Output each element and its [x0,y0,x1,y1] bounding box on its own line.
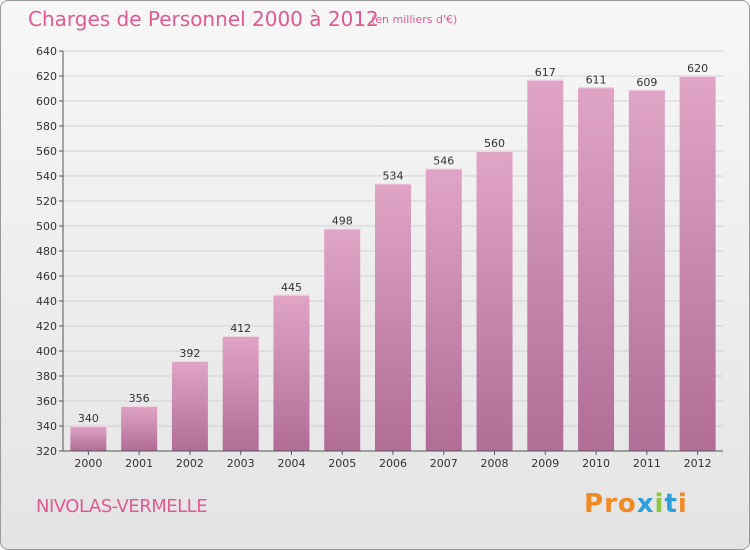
x-tick-label: 2011 [633,457,661,470]
logo-letter: i [677,489,688,519]
chart-subtitle: (en milliers d'€) [371,13,458,26]
logo-letter: x [636,489,655,519]
x-tick-label: 2002 [176,457,204,470]
bar [527,79,564,451]
bar [121,406,158,451]
data-label: 412 [230,322,251,335]
bar [70,426,107,451]
logo-letter: t [664,489,678,519]
data-label: 546 [433,155,454,168]
y-tick-label: 360 [36,395,57,408]
bar [324,228,361,451]
y-axis-ticks: 320 340 360 380 400 420 440 460 480 500 520 540 560 5… [36,45,63,458]
data-label: 611 [586,73,607,86]
bar [375,183,411,451]
y-tick-label: 480 [36,245,57,258]
y-tick-label: 600 [36,95,57,108]
y-tick-label: 640 [36,45,57,58]
bar [578,87,615,451]
y-tick-label: 340 [36,420,57,433]
x-tick-label: 2003 [227,457,255,470]
data-label: 609 [636,76,657,89]
bar [628,89,665,451]
y-tick-label: 440 [36,295,57,308]
data-label: 356 [129,392,150,405]
logo-letter: r [604,489,618,519]
y-tick-label: 500 [36,220,57,233]
x-tick-label: 2004 [277,457,305,470]
y-tick-label: 620 [36,70,57,83]
proxiti-logo: Proxiti [584,489,688,519]
y-tick-label: 320 [36,445,57,458]
bar [476,151,513,451]
y-tick-label: 580 [36,120,57,133]
bar [273,294,310,451]
x-tick-label: 2007 [430,457,458,470]
logo-letter: P [584,489,605,519]
x-tick-label: 2010 [582,457,610,470]
bars [70,76,716,451]
data-label: 560 [484,137,505,150]
data-label: 620 [687,62,708,75]
y-tick-label: 420 [36,320,57,333]
x-tick-label: 2005 [328,457,356,470]
data-label: 534 [383,170,404,183]
x-tick-label: 2006 [379,457,407,470]
x-tick-label: 2008 [481,457,509,470]
data-label: 392 [179,347,200,360]
commune-name: NIVOLAS-VERMELLE [36,496,208,517]
x-tick-label: 2009 [531,457,559,470]
y-tick-label: 400 [36,345,57,358]
bar [222,336,259,451]
data-label: 498 [332,215,353,228]
y-tick-label: 540 [36,170,57,183]
x-tick-label: 2012 [684,457,712,470]
data-label: 445 [281,281,302,294]
x-axis-ticks: 2000 2001 2002 2003 2004 2005 2006 2007 2008 2009… [74,451,712,470]
y-tick-label: 460 [36,270,57,283]
bar [171,361,208,451]
bar [425,168,462,451]
y-tick-label: 520 [36,195,57,208]
data-labels: 340 356 392 412 445 498 534 546 560 617 611 609 620 [78,62,708,425]
logo-letter: i [654,489,665,519]
logo-letter: o [617,489,637,519]
data-label: 617 [535,66,556,79]
x-tick-label: 2000 [74,457,102,470]
data-label: 340 [78,412,99,425]
x-tick-label: 2001 [125,457,153,470]
y-tick-label: 380 [36,370,57,383]
bar [679,76,716,451]
y-tick-label: 560 [36,145,57,158]
chart-title: Charges de Personnel 2000 à 2012 [28,7,379,31]
